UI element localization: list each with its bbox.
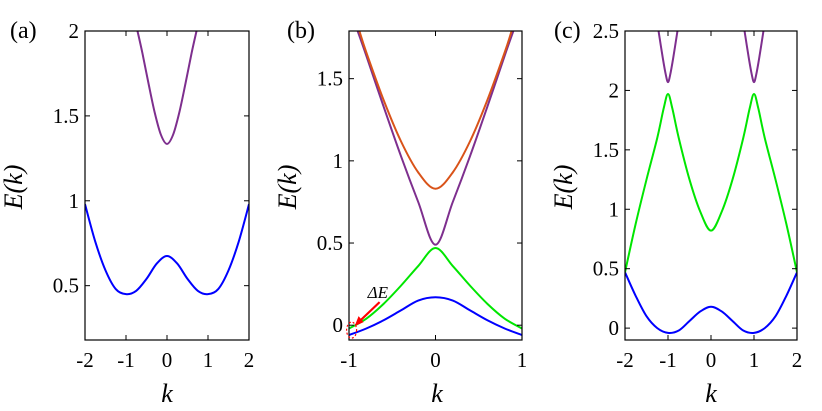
axes-box xyxy=(624,30,798,341)
x-tick-label: -1 xyxy=(340,348,358,372)
x-tick-label: -2 xyxy=(76,348,94,372)
y-tick-label: 0.5 xyxy=(317,231,343,255)
y-tick-label: 2 xyxy=(609,78,620,102)
curves xyxy=(85,31,249,296)
axes-box xyxy=(84,30,250,341)
x-tick-label: 0 xyxy=(430,348,441,372)
curves xyxy=(625,31,797,334)
series-band-1 xyxy=(625,271,797,334)
series-band-2 xyxy=(625,92,797,273)
y-tick-label: 0.5 xyxy=(593,257,619,281)
curves xyxy=(349,31,522,337)
y-axis-label: E(k) xyxy=(0,165,28,211)
x-tick-label: -1 xyxy=(117,348,135,372)
y-tick-label: 1 xyxy=(333,149,344,173)
y-tick-label: 0.5 xyxy=(53,274,79,298)
panel-c: -2 -1 0 1 2 0 0.5 1 1.5 2 2.5 (c) k E(k) xyxy=(549,18,802,408)
x-tick-label: 1 xyxy=(749,348,760,372)
delta-e-label: ΔE xyxy=(367,283,389,302)
x-axis-label: k xyxy=(705,379,717,408)
x-tick-label: 2 xyxy=(244,348,255,372)
x-tick-label: 2 xyxy=(792,348,803,372)
panel-label: (c) xyxy=(554,18,581,44)
y-tick-label: 1 xyxy=(609,197,620,221)
series-lower-band xyxy=(85,203,249,296)
y-tick-label: 0 xyxy=(609,316,620,340)
panel-a: -2 -1 0 1 2 0.5 1 1.5 2 (a) k E(k) xyxy=(0,18,254,408)
delta-e-arrowhead xyxy=(354,316,364,327)
series-band-3 xyxy=(356,31,515,246)
x-axis-label: k xyxy=(431,379,443,408)
y-axis-label: E(k) xyxy=(549,165,578,211)
x-tick-label: -1 xyxy=(659,348,677,372)
y-axis-label: E(k) xyxy=(273,165,302,211)
y-tick-label: 1 xyxy=(69,189,80,213)
delta-e-ellipse xyxy=(345,321,358,339)
y-tick-label: 0 xyxy=(333,313,344,337)
x-tick-label: 0 xyxy=(706,348,717,372)
y-tick-label: 1.5 xyxy=(53,104,79,128)
series-band-3-left xyxy=(657,31,679,84)
y-tick-label: 2 xyxy=(69,19,80,43)
series-band-3-right xyxy=(743,31,765,84)
panel-label: (b) xyxy=(287,18,315,44)
y-tick-label: 1.5 xyxy=(593,138,619,162)
x-tick-label: -2 xyxy=(616,348,634,372)
y-tick-label: 2.5 xyxy=(593,19,619,43)
series-band-2 xyxy=(349,246,522,330)
x-tick-label: 0 xyxy=(162,348,173,372)
y-tick-label: 1.5 xyxy=(317,67,343,91)
x-tick-label: 1 xyxy=(203,348,214,372)
x-tick-label: 1 xyxy=(517,348,528,372)
delta-e-arrow xyxy=(357,301,381,323)
panel-label: (a) xyxy=(10,18,37,44)
series-upper-band xyxy=(136,31,198,145)
panel-b: -1 0 1 0 0.5 1 1.5(b) k E(k) ΔE xyxy=(273,18,527,408)
series-band-1 xyxy=(349,296,522,337)
series-band-4 xyxy=(358,31,513,190)
x-axis-label: k xyxy=(161,379,173,408)
